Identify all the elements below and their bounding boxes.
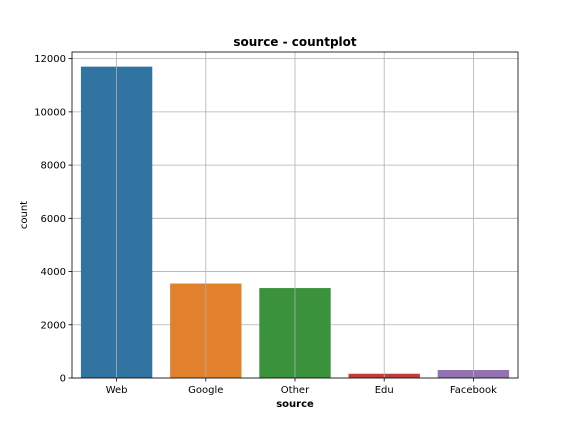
- x-tick-label: Edu: [375, 385, 394, 396]
- y-axis-label: count: [19, 201, 30, 229]
- y-tick-label: 2000: [41, 320, 66, 331]
- y-tick-label: 6000: [41, 214, 66, 225]
- x-tick-label: Google: [188, 385, 223, 396]
- y-tick-label: 12000: [34, 54, 66, 65]
- y-tick-label: 10000: [34, 107, 66, 118]
- y-tick-label: 0: [60, 374, 66, 385]
- y-tick-label: 4000: [41, 267, 66, 278]
- y-tick-label: 8000: [41, 161, 66, 172]
- y-axis-ticks: 0 2000 4000 6000 8000 10000 12000: [34, 54, 72, 385]
- x-axis-label: source: [276, 399, 314, 410]
- x-axis-ticks: Web Google Other Edu Facebook: [106, 378, 497, 396]
- x-tick-label: Facebook: [450, 385, 497, 396]
- chart-title: source - countplot: [233, 35, 357, 49]
- x-tick-label: Web: [106, 385, 128, 396]
- bars: [80, 52, 510, 379]
- x-tick-label: Other: [281, 385, 310, 396]
